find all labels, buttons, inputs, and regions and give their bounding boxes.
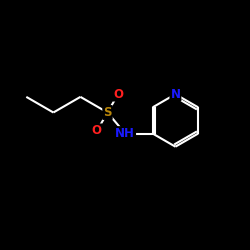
Text: O: O: [92, 124, 102, 138]
Text: N: N: [170, 88, 180, 101]
Text: NH: NH: [115, 127, 135, 140]
Text: O: O: [113, 88, 123, 101]
Text: S: S: [103, 106, 112, 119]
